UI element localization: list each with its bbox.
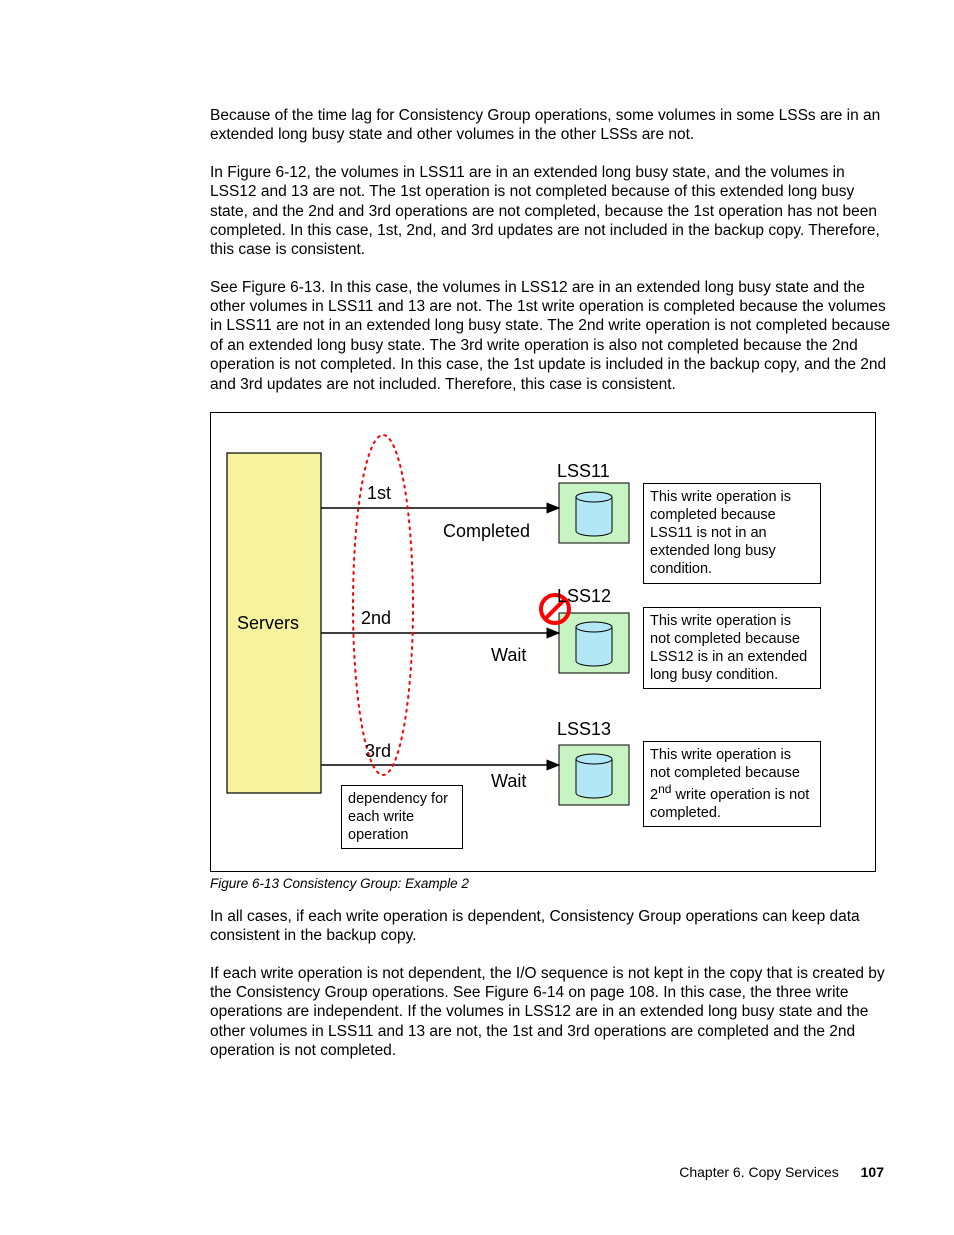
callout-2: This write operation is not completed be… xyxy=(643,607,821,690)
callout-3-sup: nd xyxy=(658,782,671,796)
label-lss11: LSS11 xyxy=(557,461,610,482)
paragraph-5: If each write operation is not dependent… xyxy=(210,964,894,1061)
label-lss12: LSS12 xyxy=(557,586,611,607)
paragraph-3: See Figure 6-13. In this case, the volum… xyxy=(210,278,894,394)
callout-3-post: write operation is not completed. xyxy=(650,787,809,821)
page-footer: Chapter 6. Copy Services 107 xyxy=(184,1164,884,1180)
figure-caption: Figure 6-13 Consistency Group: Example 2 xyxy=(210,876,894,891)
footer-chapter: Chapter 6. Copy Services xyxy=(679,1164,839,1180)
label-lss13: LSS13 xyxy=(557,719,611,740)
figure-6-13: Servers 1st 2nd 3rd Completed Wait Wait … xyxy=(210,412,876,872)
callout-1: This write operation is completed becaus… xyxy=(643,483,821,584)
callout-3: This write operation is not completed be… xyxy=(643,741,821,827)
label-completed: Completed xyxy=(443,521,530,542)
footer-page-number: 107 xyxy=(861,1164,884,1180)
label-servers: Servers xyxy=(237,613,299,634)
page: Because of the time lag for Consistency … xyxy=(0,0,954,1235)
callout-dependency: dependency for each write operation xyxy=(341,785,463,849)
label-2nd: 2nd xyxy=(361,608,391,629)
label-wait-1: Wait xyxy=(491,645,526,666)
label-wait-2: Wait xyxy=(491,771,526,792)
paragraph-2: In Figure 6-12, the volumes in LSS11 are… xyxy=(210,163,894,260)
label-1st: 1st xyxy=(367,483,391,504)
paragraph-1: Because of the time lag for Consistency … xyxy=(210,106,894,145)
label-3rd: 3rd xyxy=(365,741,391,762)
paragraph-4: In all cases, if each write operation is… xyxy=(210,907,894,946)
